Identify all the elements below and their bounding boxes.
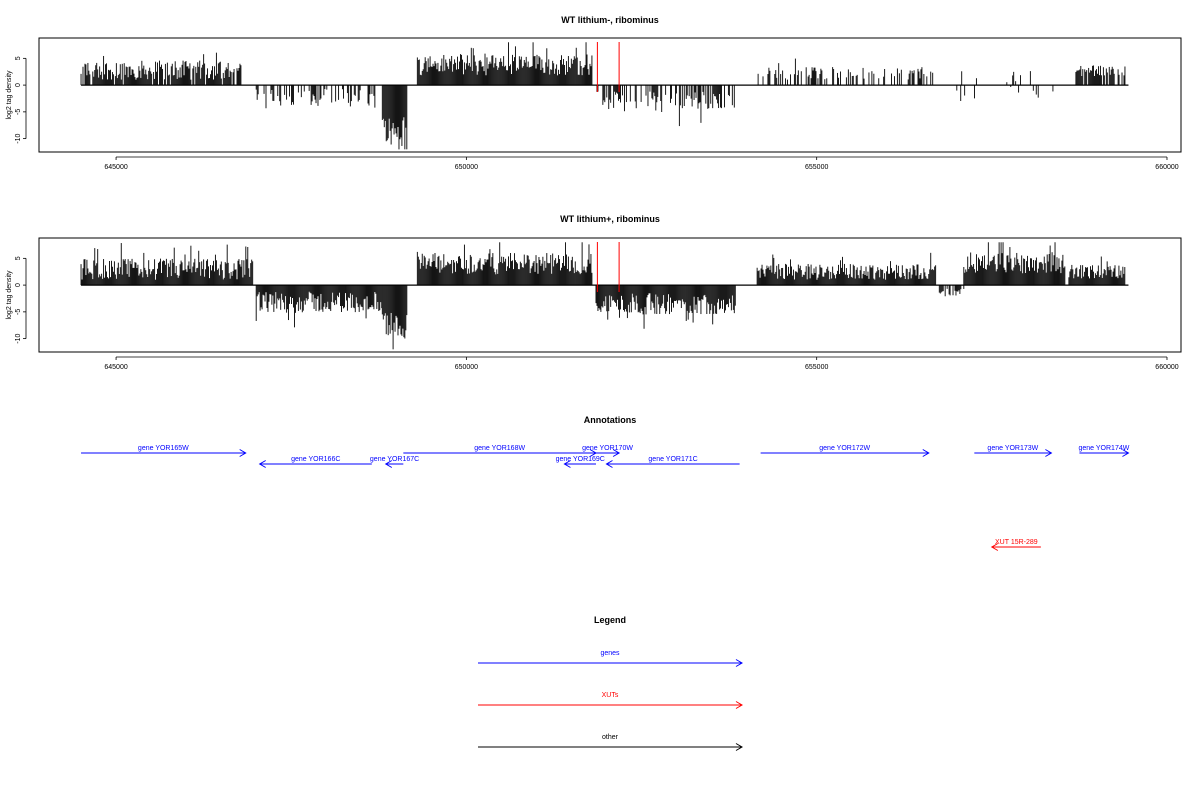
gene-label: gene YOR165W bbox=[138, 445, 189, 452]
x-tick-label: 645000 bbox=[104, 364, 127, 371]
x-axis: 645000 650000 655000 660000 bbox=[104, 156, 1179, 171]
legend-item: other bbox=[478, 734, 743, 751]
y-tick-label: 5 bbox=[15, 256, 22, 260]
gene-arrow: gene YOR171C bbox=[605, 456, 740, 468]
y-tick-label: 0 bbox=[15, 283, 22, 287]
legend-item: genes bbox=[478, 650, 743, 667]
legend-label: genes bbox=[600, 650, 620, 657]
position-markers bbox=[596, 242, 620, 292]
density-bars bbox=[80, 242, 1126, 350]
y-tick-label: -10 bbox=[15, 333, 22, 343]
gene-arrow: gene YOR167C bbox=[370, 456, 419, 468]
track-panel-lithium-plus: WT lithium+, ribominus log2 tag density … bbox=[6, 214, 1182, 371]
x-tick-label: 655000 bbox=[805, 364, 828, 371]
track-panel-lithium-minus: WT lithium-, ribominus log2 tag density … bbox=[6, 15, 1182, 171]
plot-frame bbox=[38, 37, 1182, 153]
gene-label: gene YOR170W bbox=[582, 445, 633, 452]
panel-title: WT lithium+, ribominus bbox=[560, 214, 660, 224]
x-tick-label: 650000 bbox=[455, 164, 478, 171]
y-axis: 5 0 -5 -10 bbox=[15, 256, 27, 344]
gene-arrow: gene YOR173W bbox=[974, 445, 1053, 457]
gene-label: gene YOR169C bbox=[556, 456, 605, 463]
y-tick-label: -5 bbox=[15, 109, 22, 115]
annotations-title: Annotations bbox=[584, 415, 637, 425]
x-tick-label: 660000 bbox=[1155, 364, 1178, 371]
x-axis: 645000 650000 655000 660000 bbox=[104, 356, 1179, 371]
xut-label: XUT 15R-289 bbox=[995, 539, 1038, 546]
legend-label: XUTs bbox=[602, 692, 619, 699]
y-tick-label: -5 bbox=[15, 309, 22, 315]
xut-arrow: XUT 15R-289 bbox=[990, 539, 1041, 551]
gene-label: gene YOR172W bbox=[819, 445, 870, 452]
y-axis-label: log2 tag density bbox=[6, 70, 13, 120]
gene-label: gene YOR167C bbox=[370, 456, 419, 463]
gene-arrow: gene YOR174W bbox=[1079, 445, 1130, 457]
gene-arrow: gene YOR166C bbox=[258, 456, 372, 468]
x-tick-label: 650000 bbox=[455, 364, 478, 371]
gene-arrow: gene YOR169C bbox=[556, 456, 605, 468]
y-axis: 5 0 -5 -10 bbox=[15, 56, 27, 144]
density-bars bbox=[80, 42, 1126, 150]
y-tick-label: -10 bbox=[15, 133, 22, 143]
position-markers bbox=[596, 42, 620, 92]
gene-arrow: gene YOR168W bbox=[403, 445, 597, 457]
y-tick-label: 0 bbox=[15, 83, 22, 87]
gene-label: gene YOR166C bbox=[291, 456, 340, 463]
gene-arrow: gene YOR165W bbox=[81, 445, 247, 457]
gene-arrows: gene YOR165W gene YOR166C gene YOR167C gene… bbox=[81, 445, 1130, 468]
legend-items: genes XUTs other bbox=[478, 650, 743, 751]
gene-label: gene YOR173W bbox=[987, 445, 1038, 452]
gene-arrow: gene YOR170W bbox=[582, 445, 633, 457]
gene-label: gene YOR168W bbox=[474, 445, 525, 452]
legend-item: XUTs bbox=[478, 692, 743, 709]
legend-label: other bbox=[602, 734, 619, 741]
y-axis-label: log2 tag density bbox=[6, 270, 13, 320]
legend: Legend genes XUTs other bbox=[478, 615, 743, 751]
plot-frame bbox=[38, 237, 1182, 353]
x-tick-label: 655000 bbox=[805, 164, 828, 171]
legend-title: Legend bbox=[594, 615, 626, 625]
panel-title: WT lithium-, ribominus bbox=[561, 15, 659, 25]
gene-label: gene YOR174W bbox=[1079, 445, 1130, 452]
x-tick-label: 660000 bbox=[1155, 164, 1178, 171]
gene-arrow: gene YOR172W bbox=[760, 445, 930, 457]
x-tick-label: 645000 bbox=[104, 164, 127, 171]
xut-arrows: XUT 15R-289 bbox=[990, 539, 1041, 551]
y-tick-label: 5 bbox=[15, 56, 22, 60]
gene-label: gene YOR171C bbox=[648, 456, 697, 463]
